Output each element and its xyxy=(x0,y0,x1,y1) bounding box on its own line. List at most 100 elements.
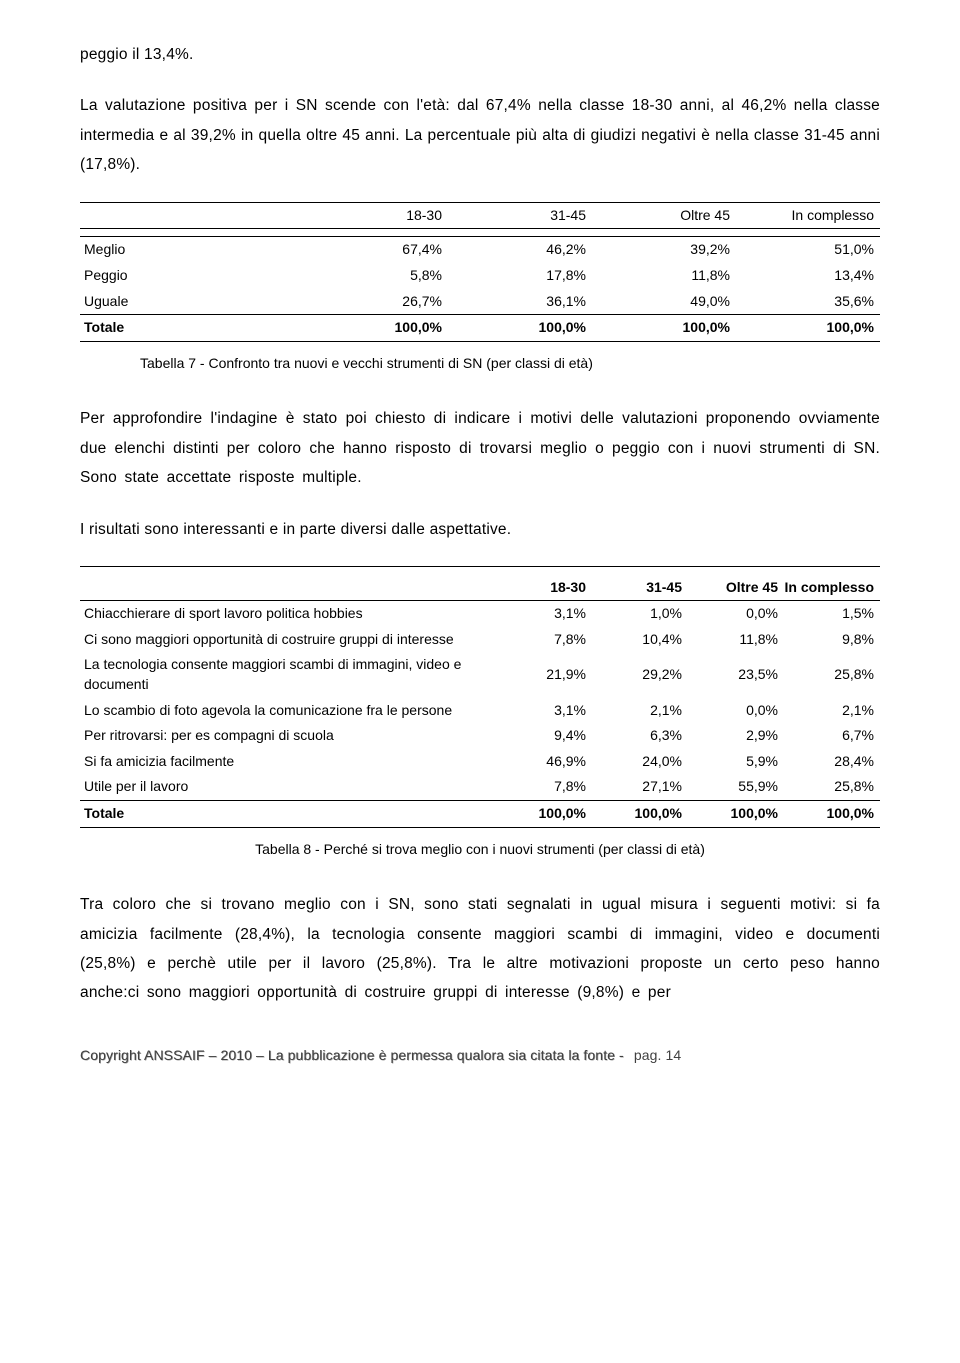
cell: 28,4% xyxy=(784,749,880,775)
cell: 0,0% xyxy=(688,698,784,724)
cell: Uguale xyxy=(80,289,304,315)
cell: 11,8% xyxy=(592,263,736,289)
cell: 17,8% xyxy=(448,263,592,289)
cell: 100,0% xyxy=(592,315,736,342)
table-row: Si fa amicizia facilmente 46,9% 24,0% 5,… xyxy=(80,749,880,775)
t8-h4: In complesso xyxy=(784,575,880,601)
cell: 1,0% xyxy=(592,601,688,627)
cell: 7,8% xyxy=(496,774,592,800)
cell: 21,9% xyxy=(496,652,592,697)
footer-copyright: Copyright ANSSAIF – 2010 – La pubblicazi… xyxy=(80,1047,624,1063)
t8-h1: 18-30 xyxy=(496,575,592,601)
cell: 100,0% xyxy=(448,315,592,342)
cell: 2,1% xyxy=(784,698,880,724)
table-row: Meglio 67,4% 46,2% 39,2% 51,0% xyxy=(80,237,880,263)
cell: Meglio xyxy=(80,237,304,263)
cell: 10,4% xyxy=(592,627,688,653)
cell: 13,4% xyxy=(736,263,880,289)
table-row: Ci sono maggiori opportunità di costruir… xyxy=(80,627,880,653)
cell: 46,2% xyxy=(448,237,592,263)
t8-h0 xyxy=(80,575,496,601)
table-row: Utile per il lavoro 7,8% 27,1% 55,9% 25,… xyxy=(80,774,880,800)
t7-h2: 31-45 xyxy=(448,202,592,229)
cell: 7,8% xyxy=(496,627,592,653)
cell: 67,4% xyxy=(304,237,448,263)
cell: 100,0% xyxy=(688,800,784,827)
paragraph-4: I risultati sono interessanti e in parte… xyxy=(80,515,880,544)
t7-h0 xyxy=(80,202,304,229)
cell: 25,8% xyxy=(784,774,880,800)
table-row: Per ritrovarsi: per es compagni di scuol… xyxy=(80,723,880,749)
cell: 35,6% xyxy=(736,289,880,315)
table-8-total-row: Totale 100,0% 100,0% 100,0% 100,0% xyxy=(80,800,880,827)
t7-h3: Oltre 45 xyxy=(592,202,736,229)
table-row: Lo scambio di foto agevola la comunicazi… xyxy=(80,698,880,724)
cell: Totale xyxy=(80,800,496,827)
cell: Lo scambio di foto agevola la comunicazi… xyxy=(80,698,496,724)
table-row xyxy=(80,229,880,237)
cell: 25,8% xyxy=(784,652,880,697)
table-7-total-row: Totale 100,0% 100,0% 100,0% 100,0% xyxy=(80,315,880,342)
cell: 36,1% xyxy=(448,289,592,315)
cell: Peggio xyxy=(80,263,304,289)
paragraph-5: Tra coloro che si trovano meglio con i S… xyxy=(80,890,880,1008)
cell: 9,8% xyxy=(784,627,880,653)
cell: 100,0% xyxy=(784,800,880,827)
table-8-wrap: 18-30 31-45 Oltre 45 In complesso Chiacc… xyxy=(80,566,880,827)
paragraph-1: peggio il 13,4%. xyxy=(80,40,880,69)
cell: 100,0% xyxy=(304,315,448,342)
table-7: 18-30 31-45 Oltre 45 In complesso Meglio… xyxy=(80,202,880,342)
cell: 39,2% xyxy=(592,237,736,263)
table-row: Uguale 26,7% 36,1% 49,0% 35,6% xyxy=(80,289,880,315)
table-8-header-row: 18-30 31-45 Oltre 45 In complesso xyxy=(80,575,880,601)
cell: 1,5% xyxy=(784,601,880,627)
cell: Ci sono maggiori opportunità di costruir… xyxy=(80,627,496,653)
t8-h3: Oltre 45 xyxy=(688,575,784,601)
cell: 2,9% xyxy=(688,723,784,749)
cell: 49,0% xyxy=(592,289,736,315)
t7-h1: 18-30 xyxy=(304,202,448,229)
cell: Si fa amicizia facilmente xyxy=(80,749,496,775)
table-8: 18-30 31-45 Oltre 45 In complesso Chiacc… xyxy=(80,566,880,827)
cell: 9,4% xyxy=(496,723,592,749)
table-7-wrap: 18-30 31-45 Oltre 45 In complesso Meglio… xyxy=(80,202,880,342)
table-row: Peggio 5,8% 17,8% 11,8% 13,4% xyxy=(80,263,880,289)
table-7-caption: Tabella 7 - Confronto tra nuovi e vecchi… xyxy=(80,350,880,377)
cell: 6,7% xyxy=(784,723,880,749)
cell: 24,0% xyxy=(592,749,688,775)
cell: 5,8% xyxy=(304,263,448,289)
page-footer: Copyright ANSSAIF – 2010 – La pubblicazi… xyxy=(80,1042,880,1069)
table-8-caption: Tabella 8 - Perché si trova meglio con i… xyxy=(80,836,880,863)
cell: 3,1% xyxy=(496,698,592,724)
cell: 55,9% xyxy=(688,774,784,800)
t8-h2: 31-45 xyxy=(592,575,688,601)
cell: La tecnologia consente maggiori scambi d… xyxy=(80,652,496,697)
table-row: Chiacchierare di sport lavoro politica h… xyxy=(80,601,880,627)
paragraph-2: La valutazione positiva per i SN scende … xyxy=(80,91,880,179)
cell: 46,9% xyxy=(496,749,592,775)
table-row xyxy=(80,567,880,575)
t7-h4: In complesso xyxy=(736,202,880,229)
cell: 3,1% xyxy=(496,601,592,627)
footer-page-number: pag. 14 xyxy=(634,1047,681,1063)
cell: Per ritrovarsi: per es compagni di scuol… xyxy=(80,723,496,749)
cell: 11,8% xyxy=(688,627,784,653)
cell: 5,9% xyxy=(688,749,784,775)
cell: Chiacchierare di sport lavoro politica h… xyxy=(80,601,496,627)
table-row: La tecnologia consente maggiori scambi d… xyxy=(80,652,880,697)
cell: 2,1% xyxy=(592,698,688,724)
cell: 6,3% xyxy=(592,723,688,749)
cell: 100,0% xyxy=(496,800,592,827)
cell: 26,7% xyxy=(304,289,448,315)
cell: 0,0% xyxy=(688,601,784,627)
cell: Totale xyxy=(80,315,304,342)
paragraph-3: Per approfondire l'indagine è stato poi … xyxy=(80,404,880,492)
cell: 100,0% xyxy=(736,315,880,342)
cell: 29,2% xyxy=(592,652,688,697)
cell: 27,1% xyxy=(592,774,688,800)
cell: 100,0% xyxy=(592,800,688,827)
cell: 51,0% xyxy=(736,237,880,263)
cell: Utile per il lavoro xyxy=(80,774,496,800)
table-7-header-row: 18-30 31-45 Oltre 45 In complesso xyxy=(80,202,880,229)
cell: 23,5% xyxy=(688,652,784,697)
